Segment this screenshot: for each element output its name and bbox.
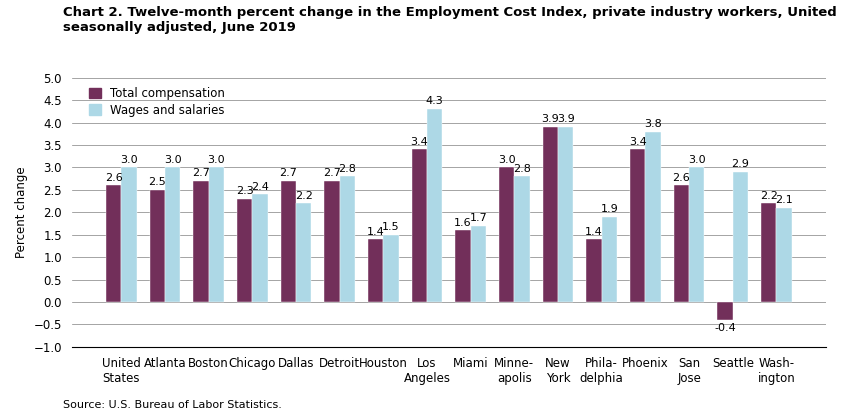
Bar <box>150 190 165 302</box>
Bar <box>776 208 791 302</box>
Bar <box>586 239 602 302</box>
Text: 3.0: 3.0 <box>208 155 225 165</box>
Text: 3.4: 3.4 <box>410 137 428 147</box>
Bar <box>630 150 645 302</box>
Bar <box>252 194 267 302</box>
Text: 2.4: 2.4 <box>251 182 269 192</box>
Bar <box>645 131 661 302</box>
Text: 3.0: 3.0 <box>498 155 516 165</box>
Text: Source: U.S. Bureau of Labor Statistics.: Source: U.S. Bureau of Labor Statistics. <box>63 400 282 410</box>
Bar <box>456 230 471 302</box>
Bar <box>689 167 705 302</box>
Text: 2.9: 2.9 <box>732 159 749 169</box>
Text: 2.7: 2.7 <box>279 168 298 178</box>
Bar <box>471 226 486 302</box>
Bar <box>340 176 355 302</box>
Bar <box>296 204 311 302</box>
Text: 3.0: 3.0 <box>688 155 706 165</box>
Text: 4.3: 4.3 <box>426 96 443 106</box>
Text: 1.4: 1.4 <box>367 227 384 236</box>
Text: 1.5: 1.5 <box>382 222 399 232</box>
Text: -0.4: -0.4 <box>714 323 736 332</box>
Bar <box>602 217 617 302</box>
Text: 2.6: 2.6 <box>105 173 123 183</box>
Bar <box>733 172 748 302</box>
Text: 2.6: 2.6 <box>673 173 690 183</box>
Bar <box>412 150 427 302</box>
Bar <box>515 176 530 302</box>
Bar <box>368 239 383 302</box>
Text: 2.7: 2.7 <box>192 168 210 178</box>
Bar <box>165 167 180 302</box>
Bar <box>325 181 340 302</box>
Legend: Total compensation, Wages and salaries: Total compensation, Wages and salaries <box>85 84 229 120</box>
Text: 3.0: 3.0 <box>120 155 138 165</box>
Text: Chart 2. Twelve-month percent change in the Employment Cost Index, private indus: Chart 2. Twelve-month percent change in … <box>63 6 841 34</box>
Text: 3.9: 3.9 <box>542 115 559 124</box>
Y-axis label: Percent change: Percent change <box>15 166 28 258</box>
Text: 1.9: 1.9 <box>600 204 618 214</box>
Text: 2.8: 2.8 <box>338 164 357 174</box>
Bar <box>717 302 733 320</box>
Text: 2.5: 2.5 <box>149 177 167 187</box>
Bar <box>542 127 558 302</box>
Bar <box>106 185 121 302</box>
Bar <box>121 167 136 302</box>
Bar <box>209 167 224 302</box>
Text: 3.4: 3.4 <box>629 137 647 147</box>
Text: 2.7: 2.7 <box>323 168 341 178</box>
Text: 2.8: 2.8 <box>513 164 531 174</box>
Text: 3.0: 3.0 <box>164 155 182 165</box>
Bar <box>427 109 442 302</box>
Bar <box>674 185 689 302</box>
Text: 1.4: 1.4 <box>585 227 603 236</box>
Bar <box>281 181 296 302</box>
Bar <box>237 199 252 302</box>
Text: 1.7: 1.7 <box>469 213 487 223</box>
Text: 2.2: 2.2 <box>294 191 313 201</box>
Text: 1.6: 1.6 <box>454 218 472 227</box>
Text: 3.8: 3.8 <box>644 119 662 129</box>
Text: 2.1: 2.1 <box>775 195 793 205</box>
Bar <box>558 127 574 302</box>
Bar <box>383 235 399 302</box>
Bar <box>499 167 515 302</box>
Bar <box>761 204 776 302</box>
Bar <box>193 181 209 302</box>
Text: 2.3: 2.3 <box>235 186 254 196</box>
Text: 2.2: 2.2 <box>760 191 778 201</box>
Text: 3.9: 3.9 <box>557 115 574 124</box>
